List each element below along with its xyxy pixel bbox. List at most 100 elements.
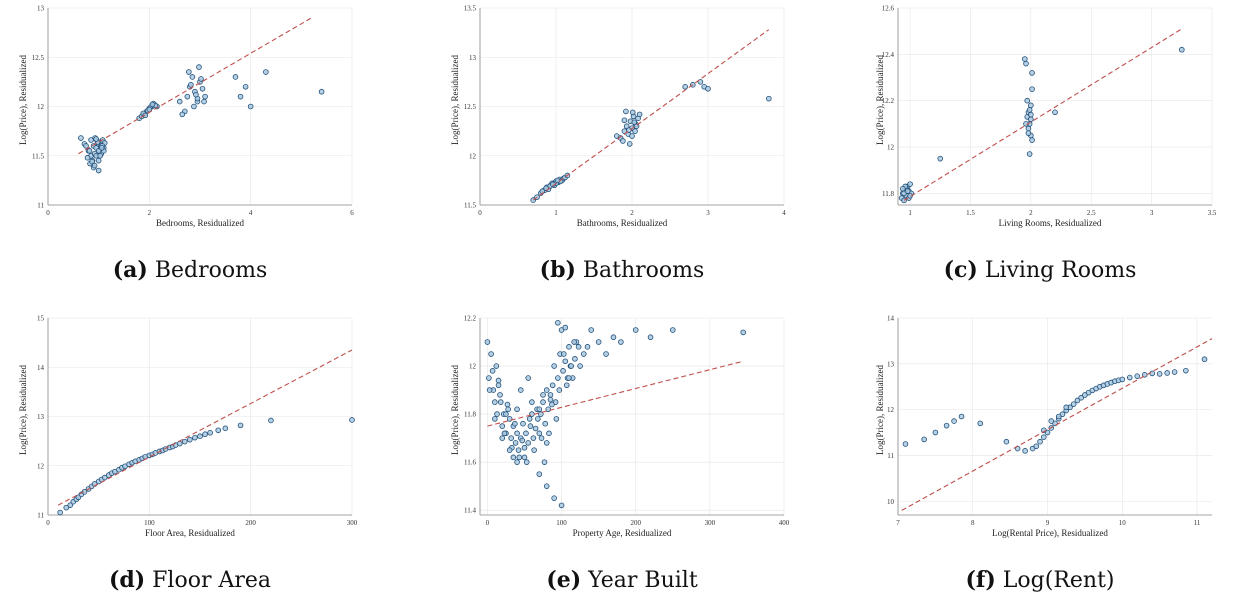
data-point-e [553, 416, 560, 422]
data-point-b [765, 95, 772, 102]
data-point-e [527, 423, 534, 429]
data-point-c [1022, 56, 1028, 62]
data-point-e [514, 459, 520, 465]
caption-letter-e: (e) [546, 567, 582, 593]
y-tick-label-e: 12.2 [464, 315, 477, 323]
fit-line-c [903, 28, 1183, 201]
data-point-d [207, 429, 213, 436]
data-point-c [904, 188, 911, 194]
data-point-a [176, 98, 183, 105]
y-tick-label-c: 12.2 [882, 97, 895, 105]
data-point-f [902, 441, 909, 447]
data-point-e [525, 375, 531, 381]
data-point-e [505, 406, 511, 413]
x-tick-label-a: 6 [350, 209, 354, 217]
caption-text-f: Log(Rent) [1002, 568, 1115, 593]
caption-e: (e) Year Built [442, 567, 802, 593]
data-point-f [1074, 397, 1081, 404]
data-point-a [83, 143, 89, 149]
data-point-e [538, 435, 545, 441]
data-point-e [521, 454, 528, 461]
data-point-e [536, 430, 543, 437]
data-point-f [1183, 367, 1189, 374]
data-point-e [499, 423, 506, 429]
x-axis-label-b: Bathrooms, Residualized [576, 218, 668, 228]
data-point-a [91, 162, 98, 169]
data-point-d [182, 438, 188, 445]
x-tick-label-f: 11 [1194, 519, 1201, 527]
x-tick-label-a: 2 [148, 209, 152, 217]
data-point-e [488, 351, 494, 357]
data-point-b [621, 117, 628, 124]
data-point-b [623, 108, 629, 115]
y-tick-label-f: 10 [887, 498, 895, 506]
data-point-f [1078, 394, 1084, 401]
caption-text-a: Bedrooms [154, 258, 268, 283]
data-point-e [523, 459, 530, 465]
x-tick-label-e: 300 [705, 519, 716, 527]
data-point-e [529, 399, 535, 405]
x-tick-label-b: 4 [782, 209, 786, 217]
data-point-d [176, 440, 183, 447]
data-point-f [1164, 370, 1170, 376]
caption-b: (b) Bathrooms [442, 257, 802, 283]
data-point-e [489, 368, 496, 374]
data-point-e [486, 387, 493, 393]
data-point-e [546, 430, 552, 437]
data-point-b [626, 141, 633, 147]
data-point-e [497, 399, 504, 405]
data-point-a [95, 167, 102, 174]
data-point-e [558, 502, 565, 509]
data-point-c [1023, 60, 1029, 67]
y-axis-label-a: Log(Price), Residualized [18, 55, 28, 145]
data-point-f [1119, 376, 1126, 383]
data-point-e [532, 425, 539, 432]
data-point-f [1022, 448, 1028, 454]
data-point-d [268, 417, 274, 424]
data-point-f [1048, 418, 1055, 424]
data-point-d [237, 422, 244, 429]
fit-line-a [78, 17, 312, 155]
data-point-e [523, 430, 529, 437]
data-point-f [921, 436, 927, 443]
y-tick-label-e: 12 [469, 363, 477, 371]
data-point-e [603, 351, 609, 357]
y-axis-label-e: Log(Price), Residualized [450, 365, 460, 455]
data-point-d [349, 417, 355, 423]
data-point-e [547, 392, 554, 398]
data-point-e [549, 382, 556, 389]
y-tick-label-e: 11.4 [464, 507, 476, 515]
x-tick-label-c: 3.5 [1208, 209, 1217, 217]
data-point-a [186, 69, 192, 75]
data-point-e [551, 363, 557, 369]
data-point-e [571, 339, 577, 345]
data-point-a [247, 103, 254, 110]
data-point-c [900, 185, 906, 192]
data-point-f [1070, 401, 1077, 407]
data-point-a [193, 91, 199, 98]
y-axis-label-f: Log(Price), Residualized [875, 365, 885, 455]
data-point-f [1003, 438, 1010, 445]
x-axis-label-a: Bedrooms, Residualized [156, 218, 244, 228]
y-axis-label-d: Log(Price), Residualized [18, 365, 28, 455]
y-tick-label-c: 12.4 [882, 51, 895, 59]
x-tick-label-b: 3 [706, 209, 710, 217]
y-tick-label-e: 11.6 [464, 459, 476, 467]
data-point-f [1037, 438, 1043, 445]
data-point-e [510, 454, 517, 461]
chart-plot-c: 1 1.5 2 2.5 3 3.5 11.8 12 12.2 12.4 12.6 [882, 5, 1217, 218]
data-point-a [196, 64, 202, 70]
y-tick-label-d: 11 [37, 512, 44, 520]
scatter-points-a [78, 64, 325, 174]
chart-panel-a: 0 2 4 6 11 11.5 12 12.5 13 Log(Price), Residuali… [10, 0, 370, 300]
data-point-a [93, 136, 99, 142]
data-point-c [907, 181, 913, 187]
data-point-e [543, 483, 550, 489]
data-point-d [67, 502, 74, 508]
data-point-e [618, 339, 624, 345]
x-tick-label-e: 100 [556, 519, 567, 527]
data-point-e [501, 430, 508, 437]
y-tick-label-f: 11 [887, 452, 894, 460]
scatter-points-d [57, 417, 355, 516]
